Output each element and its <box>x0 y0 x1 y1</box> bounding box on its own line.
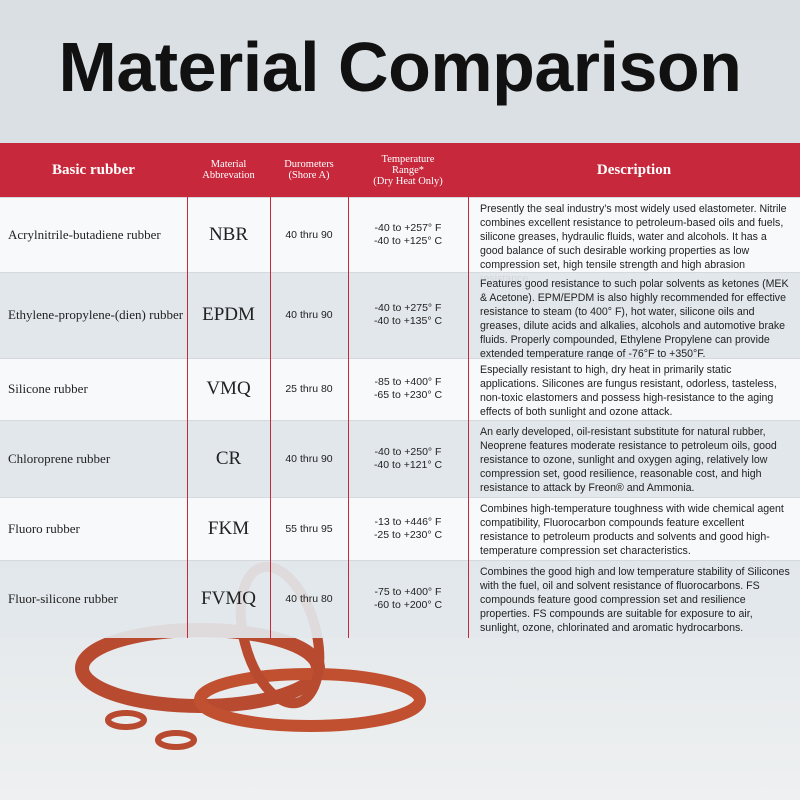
row-background <box>0 358 800 420</box>
temperature-line: -40 to +135° C <box>373 315 443 327</box>
temperature-line: -13 to +446° F <box>374 515 442 528</box>
header-text: (Shore A) <box>288 170 330 181</box>
header-cell: Durometers (Shore A) <box>270 143 348 197</box>
temperature-range: -40 to +275° F -40 to +135° C <box>348 272 468 358</box>
durometer: 40 thru 80 <box>285 593 333 605</box>
column-divider <box>187 143 188 638</box>
rubber-name: Chloroprene rubber <box>8 450 111 466</box>
row-background <box>0 420 800 497</box>
header-text: Description <box>596 162 672 178</box>
durometer: 40 thru 90 <box>285 309 333 321</box>
rubber-name: Fluor-silicone rubber <box>8 591 118 606</box>
temperature-line: -25 to +230° C <box>373 528 443 541</box>
o-ring <box>155 730 197 750</box>
header-text: Basic rubber <box>52 162 135 178</box>
rubber-name: Acrylnitrile-butadiene rubber <box>8 226 161 242</box>
column-divider <box>468 143 469 638</box>
description: Especially resistant to high, dry heat i… <box>480 364 777 418</box>
header-cell: Temperature Range* (Dry Heat Only) <box>348 143 468 197</box>
row-background <box>0 272 800 358</box>
abbreviation: VMQ <box>206 378 251 399</box>
row-background <box>0 197 800 272</box>
temperature-range: -75 to +400° F -60 to +200° C <box>348 560 468 638</box>
abbreviation: FVMQ <box>201 588 256 609</box>
durometer: 40 thru 90 <box>285 452 333 465</box>
header-cell: Basic rubber <box>0 143 187 197</box>
header-text: Range* <box>391 164 425 176</box>
page-title: Material Comparison <box>58 28 742 106</box>
abbreviation: FKM <box>207 517 250 539</box>
description: Presently the seal industry’s most widel… <box>480 203 787 285</box>
temperature-line: -40 to +250° F <box>374 445 442 458</box>
description: An early developed, oil-resistant substi… <box>480 426 777 494</box>
o-ring <box>194 668 426 732</box>
header-text: Temperature <box>381 153 435 165</box>
temperature-line: -40 to +257° F <box>374 221 442 234</box>
row-background <box>0 560 800 638</box>
temperature-range: -40 to +257° F -40 to +125° C <box>348 197 468 272</box>
rubber-name: Fluoro rubber <box>8 520 80 536</box>
durometer: 40 thru 90 <box>285 228 333 241</box>
abbreviation: EPDM <box>202 304 255 325</box>
header-text: (Dry Heat Only) <box>373 175 443 187</box>
temperature-line: -40 to +121° C <box>373 458 443 471</box>
header-cell: Material Abbrevation <box>187 143 270 197</box>
temperature-range: -85 to +400° F -65 to +230° C <box>348 358 468 420</box>
column-divider <box>348 143 349 638</box>
header-cell: Description <box>468 143 800 197</box>
temperature-line: -65 to +230° C <box>373 389 443 401</box>
temperature-line: -75 to +400° F <box>374 586 442 598</box>
temperature-line: -40 to +125° C <box>373 234 443 247</box>
temperature-range: -40 to +250° F -40 to +121° C <box>348 420 468 497</box>
durometer: 25 thru 80 <box>285 383 333 395</box>
row-background <box>0 497 800 560</box>
o-ring <box>105 710 147 730</box>
rubber-name: Silicone rubber <box>8 381 88 396</box>
description: Combines high-temperature toughness with… <box>480 503 784 557</box>
temperature-line: -60 to +200° C <box>373 599 443 611</box>
column-divider <box>270 143 271 638</box>
header-text: Durometers <box>284 159 334 170</box>
temperature-line: -40 to +275° F <box>374 302 442 314</box>
temperature-range: -13 to +446° F -25 to +230° C <box>348 497 468 560</box>
description: Features good resistance to such polar s… <box>480 278 789 360</box>
durometer: 55 thru 95 <box>285 522 333 535</box>
description: Combines the good high and low temperatu… <box>480 566 790 634</box>
temperature-line: -85 to +400° F <box>374 376 442 388</box>
abbreviation: NBR <box>208 223 249 245</box>
header-text: Material <box>210 159 247 170</box>
abbreviation: CR <box>215 447 242 469</box>
rubber-name: Ethylene-propylene-(dien) rubber <box>8 307 184 322</box>
header-text: Abbrevation <box>202 170 255 181</box>
